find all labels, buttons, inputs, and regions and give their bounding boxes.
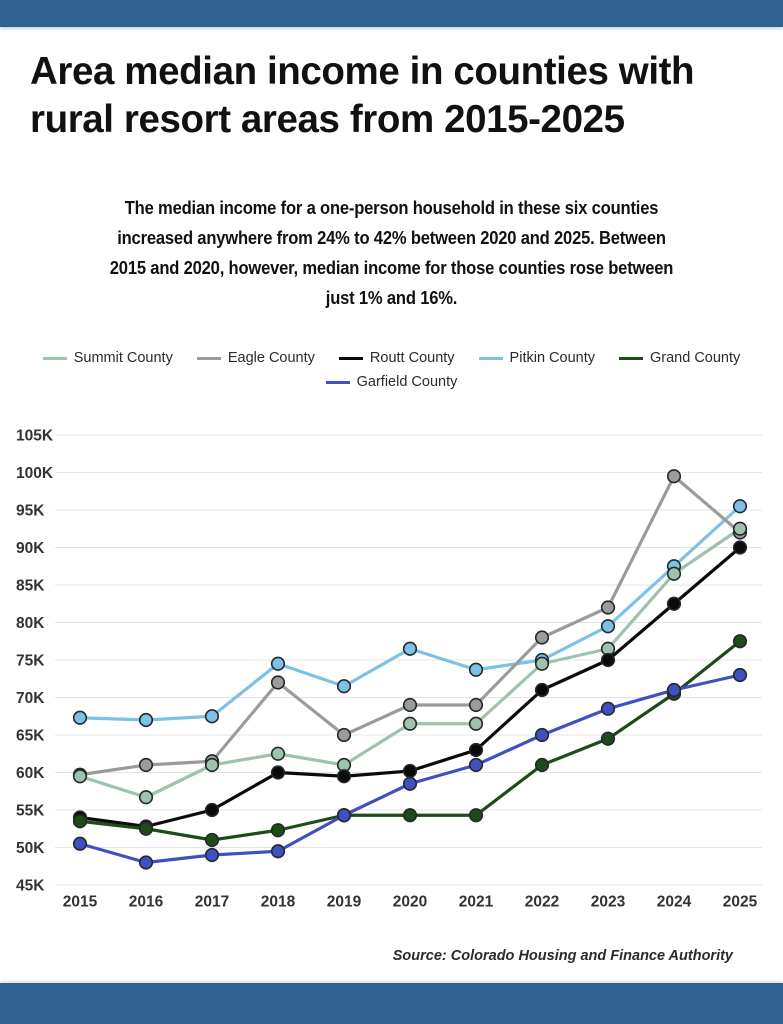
svg-text:2025: 2025: [723, 894, 758, 911]
svg-text:100K: 100K: [16, 465, 54, 482]
svg-text:2020: 2020: [393, 894, 427, 911]
svg-text:55K: 55K: [16, 803, 45, 820]
svg-text:95K: 95K: [16, 503, 45, 520]
svg-text:2023: 2023: [591, 894, 626, 911]
svg-text:85K: 85K: [16, 578, 45, 595]
svg-text:45K: 45K: [16, 878, 45, 895]
svg-text:2019: 2019: [327, 894, 362, 911]
svg-text:2024: 2024: [657, 894, 692, 911]
svg-text:80K: 80K: [16, 615, 45, 632]
svg-text:2021: 2021: [459, 894, 494, 911]
svg-text:90K: 90K: [16, 540, 45, 557]
svg-text:2017: 2017: [195, 894, 229, 911]
svg-text:2018: 2018: [261, 894, 296, 911]
svg-text:105K: 105K: [16, 428, 54, 445]
svg-text:50K: 50K: [16, 840, 45, 857]
svg-text:75K: 75K: [16, 653, 45, 670]
svg-text:65K: 65K: [16, 728, 45, 745]
svg-text:60K: 60K: [16, 765, 45, 782]
svg-text:2022: 2022: [525, 894, 559, 911]
svg-text:70K: 70K: [16, 690, 45, 707]
svg-text:2016: 2016: [129, 894, 164, 911]
svg-text:2015: 2015: [63, 894, 98, 911]
